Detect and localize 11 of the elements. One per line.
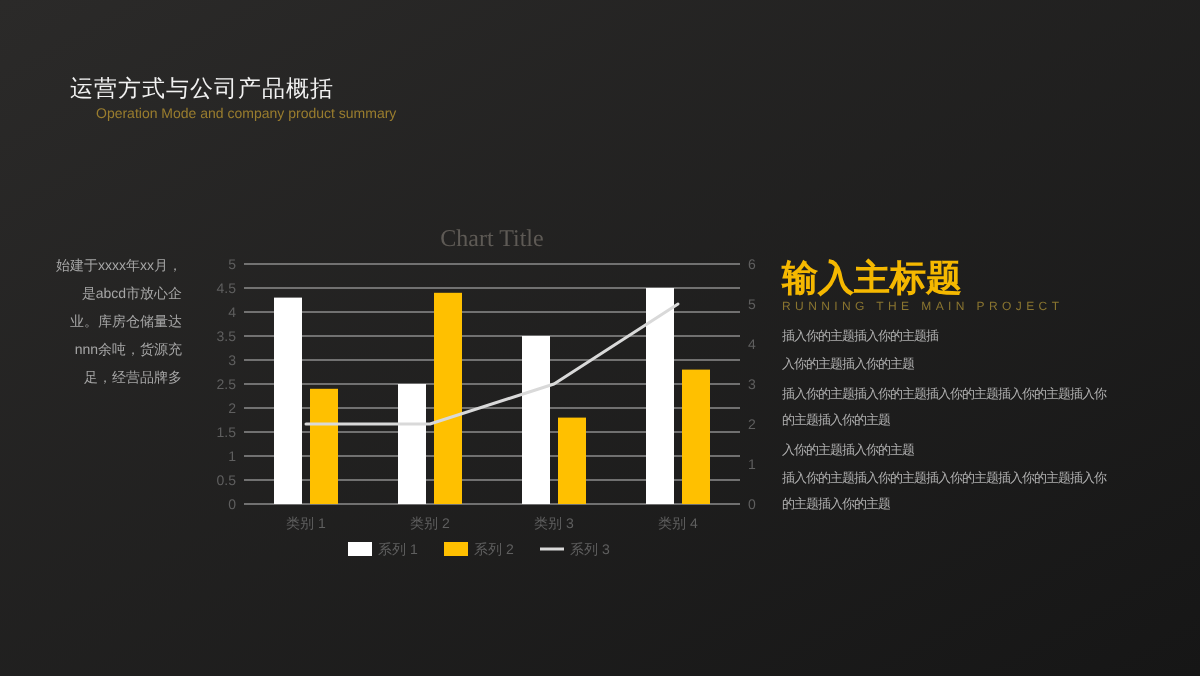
- bar: [558, 417, 586, 504]
- bar: [398, 384, 426, 504]
- bar: [274, 297, 302, 504]
- bar: [310, 388, 338, 504]
- bar: [522, 336, 550, 504]
- text: 运营方式与公司产品概括: [70, 74, 334, 102]
- bar: [646, 288, 674, 504]
- bar: [682, 369, 710, 504]
- chart-title: Chart Title: [440, 224, 544, 252]
- text: 输入主标题: [780, 258, 962, 298]
- bar: [434, 292, 462, 504]
